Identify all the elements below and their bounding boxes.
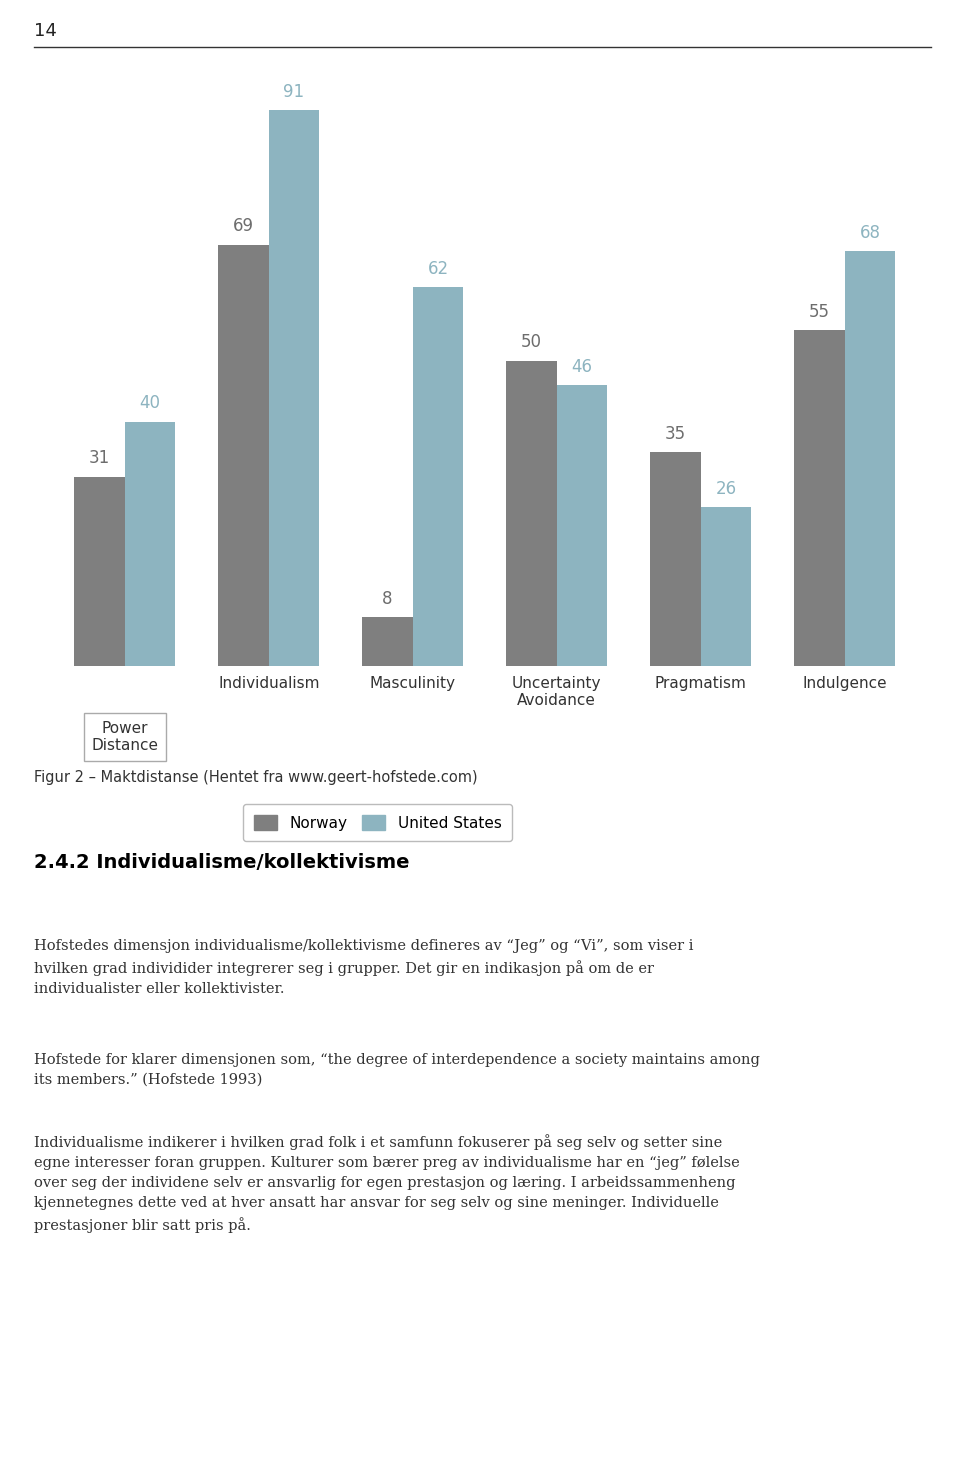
- Bar: [701, 507, 751, 666]
- Text: 91: 91: [283, 83, 304, 101]
- Text: 68: 68: [859, 223, 880, 242]
- Bar: [507, 360, 557, 666]
- Bar: [557, 385, 607, 666]
- Bar: [75, 477, 125, 666]
- Text: 8: 8: [382, 590, 393, 608]
- Text: 50: 50: [521, 334, 542, 351]
- Text: 35: 35: [665, 426, 686, 443]
- Bar: [125, 421, 176, 666]
- Bar: [219, 245, 269, 666]
- Bar: [413, 287, 463, 666]
- Bar: [795, 330, 845, 666]
- Text: 14: 14: [34, 22, 57, 39]
- Text: Individualisme indikerer i hvilken grad folk i et samfunn fokuserer på seg selv : Individualisme indikerer i hvilken grad …: [34, 1134, 739, 1233]
- Bar: [845, 251, 895, 666]
- Legend: Norway, United States: Norway, United States: [243, 803, 512, 841]
- Text: Hofstedes dimensjon individualisme/kollektivisme defineres av “Jeg” og “Vi”, som: Hofstedes dimensjon individualisme/kolle…: [34, 939, 693, 996]
- Text: 31: 31: [89, 449, 110, 468]
- Bar: [362, 617, 413, 666]
- Text: Figur 2 – Maktdistanse (Hentet fra www.geert-hofstede.com): Figur 2 – Maktdistanse (Hentet fra www.g…: [34, 770, 477, 784]
- Bar: [651, 452, 701, 666]
- Text: 62: 62: [427, 260, 448, 278]
- Text: 55: 55: [809, 303, 830, 321]
- Text: 46: 46: [571, 357, 592, 376]
- Bar: [269, 111, 319, 666]
- Text: 40: 40: [139, 395, 160, 413]
- Text: 69: 69: [233, 217, 254, 236]
- Text: Hofstede for klarer dimensjonen som, “the degree of interdependence a society ma: Hofstede for klarer dimensjonen som, “th…: [34, 1053, 759, 1086]
- Text: 2.4.2 Individualisme/kollektivisme: 2.4.2 Individualisme/kollektivisme: [34, 853, 409, 872]
- Text: Power
Distance: Power Distance: [91, 720, 158, 754]
- Text: 26: 26: [715, 480, 736, 499]
